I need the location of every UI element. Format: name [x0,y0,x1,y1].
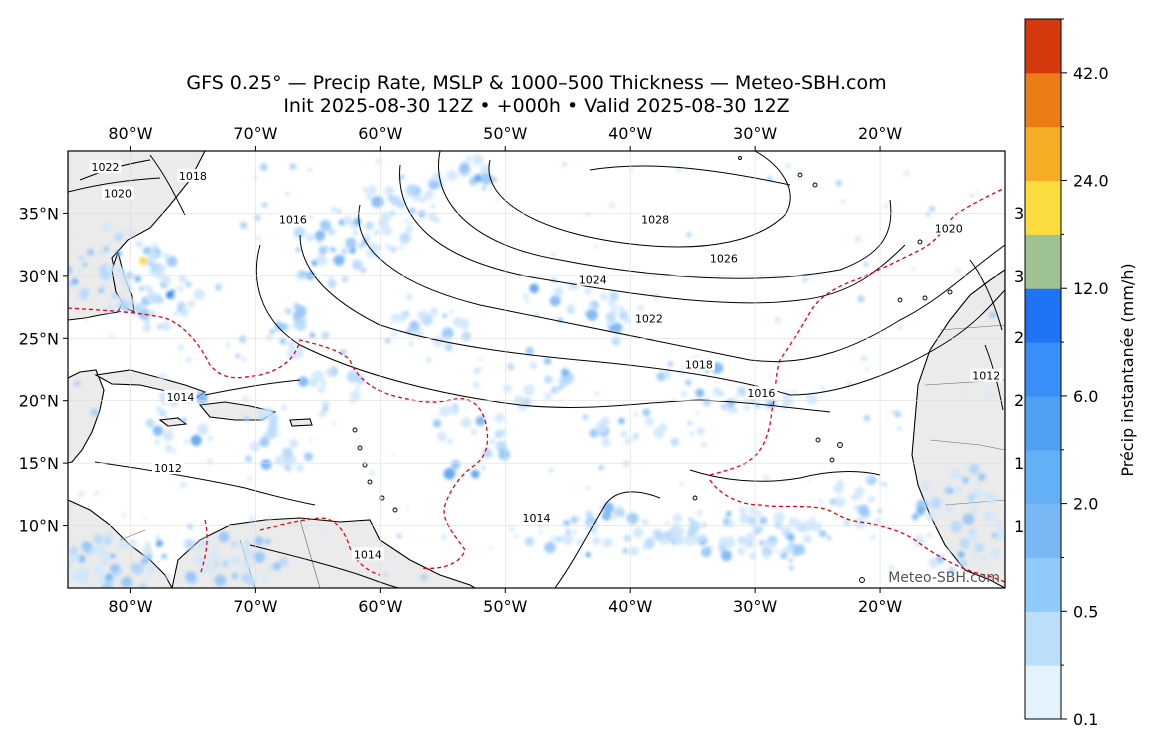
colorbar-tick-label: 42.0 [1073,64,1109,83]
isobar-label: 1014 [520,511,553,525]
isobar-label: 1026 [707,251,740,265]
colorbar-label: Précip instantanée (mm/h) [1118,263,1137,476]
svg-text:1014: 1014 [354,548,382,561]
svg-text:1018: 1018 [685,359,713,372]
colorbar-band [1025,126,1061,182]
jamaica-island [158,417,188,427]
colorbar: 0.1 0.5 2.0 6.0 12.0 24.0 42.0 Précip instanta… [1024,18,1137,729]
svg-text:1024: 1024 [579,274,607,287]
lon-tick-label-bottom: 70°W [233,597,277,616]
colorbar-band [1025,19,1061,74]
isobar-label: 1020 [101,186,134,200]
colorbar-band [1025,72,1061,128]
lon-tick-label-bottom: 30°W [733,597,777,616]
colorbar-tick-label: 0.1 [1073,710,1098,729]
lon-tick-label-bottom: 50°W [483,597,527,616]
svg-text:1012: 1012 [154,462,182,475]
svg-text:1022: 1022 [635,312,663,325]
lat-tick-label: 25°N [19,329,59,348]
lon-tick-label-bottom: 80°W [108,597,152,616]
small-islands [352,156,953,583]
isobar-label: 1022 [89,160,122,174]
thickness-label: 2 [1014,328,1024,347]
lon-tick-label-bottom: 60°W [358,597,402,616]
colorbar-tick-label: 0.5 [1073,602,1098,621]
lat-tick-label: 15°N [19,454,59,473]
isobar-label: 1028 [639,212,672,227]
isobar-label: 1014 [351,547,384,561]
colorbar-tick-label: 2.0 [1073,495,1098,514]
thickness-label: 3 [1014,204,1024,223]
lat-tick-label: 35°N [19,204,59,223]
svg-text:1026: 1026 [710,252,738,265]
lon-tick-label-bottom: 20°W [858,597,902,616]
colorbar-tick-label: 24.0 [1073,172,1109,191]
isobar-label: 1020 [932,221,965,235]
colorbar-tick-label: 6.0 [1073,387,1098,406]
colorbar-bands [1025,19,1061,720]
svg-text:1016: 1016 [279,214,307,227]
lon-tick-label-top: 80°W [108,124,152,143]
colorbar-band [1025,342,1061,397]
lon-tick-label-top: 60°W [358,124,402,143]
isobar-label: 1018 [176,168,209,183]
svg-text:1012: 1012 [972,370,1000,383]
colorbar-ticks: 0.1 0.5 2.0 6.0 12.0 24.0 42.0 [1061,18,1109,729]
isobar-label: 1024 [576,272,609,287]
lon-tick-label-top: 30°W [733,124,777,143]
map-frame [67,150,1006,589]
map-title: GFS 0.25° — Precip Rate, MSLP & 1000–500… [186,72,887,94]
lon-tick-label-top: 20°W [858,124,902,143]
lat-tick-label: 30°N [19,267,59,286]
colorbar-frame [1024,18,1062,720]
isobar-label: 1022 [632,311,665,325]
colorbar-band [1025,180,1061,235]
colorbar-band [1025,503,1061,558]
colorbar-band [1025,449,1061,505]
isobar-label: 1018 [682,357,715,372]
map-watermark: Meteo-SBH.com [888,570,1000,586]
thickness-label: 3 [1014,267,1024,286]
thickness-contours [68,187,1005,583]
isobar-label: 1016 [276,212,309,227]
isobar-lines [68,151,1005,588]
lat-tick-label: 20°N [19,392,59,411]
lon-tick-label-top: 40°W [608,124,652,143]
colorbar-tick-label: 12.0 [1073,279,1109,298]
isobar-labels: 1028 1026 1024 1022 1018 1016 1016 1014 1014 1014… [89,160,1003,561]
lon-tick-label-bottom: 40°W [608,597,652,616]
isobar-label: 1014 [164,389,197,404]
precipitation-field [68,154,1005,588]
colorbar-band [1025,395,1061,451]
colorbar-band [1025,611,1061,666]
thickness-labels: 3 3 2 2 1 1 [1014,204,1024,536]
isobar-label: 1012 [970,368,1003,383]
lon-tick-label-top: 70°W [233,124,277,143]
svg-text:1020: 1020 [104,187,132,200]
svg-text:1022: 1022 [91,161,119,174]
thickness-label: 1 [1014,517,1024,536]
map-subtitle: Init 2025-08-30 12Z • +000h • Valid 2025… [283,95,790,117]
svg-text:1014: 1014 [166,391,194,404]
colorbar-band [1025,234,1061,289]
svg-text:1020: 1020 [935,222,963,235]
svg-text:1014: 1014 [523,512,551,525]
thickness-label: 1 [1014,454,1024,473]
isobar-label: 1016 [745,386,778,400]
svg-text:1028: 1028 [641,214,669,227]
svg-text:1016: 1016 [747,387,775,400]
lon-tick-label-top: 50°W [483,124,527,143]
colorbar-band [1025,288,1061,343]
svg-text:1018: 1018 [179,170,207,183]
isobar-label: 1012 [151,461,184,475]
puerto-rico-island [289,418,313,427]
lat-tick-label: 10°N [19,517,59,536]
colorbar-band [1025,665,1061,720]
colorbar-band [1025,557,1061,612]
thickness-label: 2 [1014,391,1024,410]
gulf-coast-mexico [68,369,105,464]
map-axes: 80°W 80°W 70°W 70°W 60°W 60°W 50°W 50°W 40°W 40°W… [19,124,903,616]
